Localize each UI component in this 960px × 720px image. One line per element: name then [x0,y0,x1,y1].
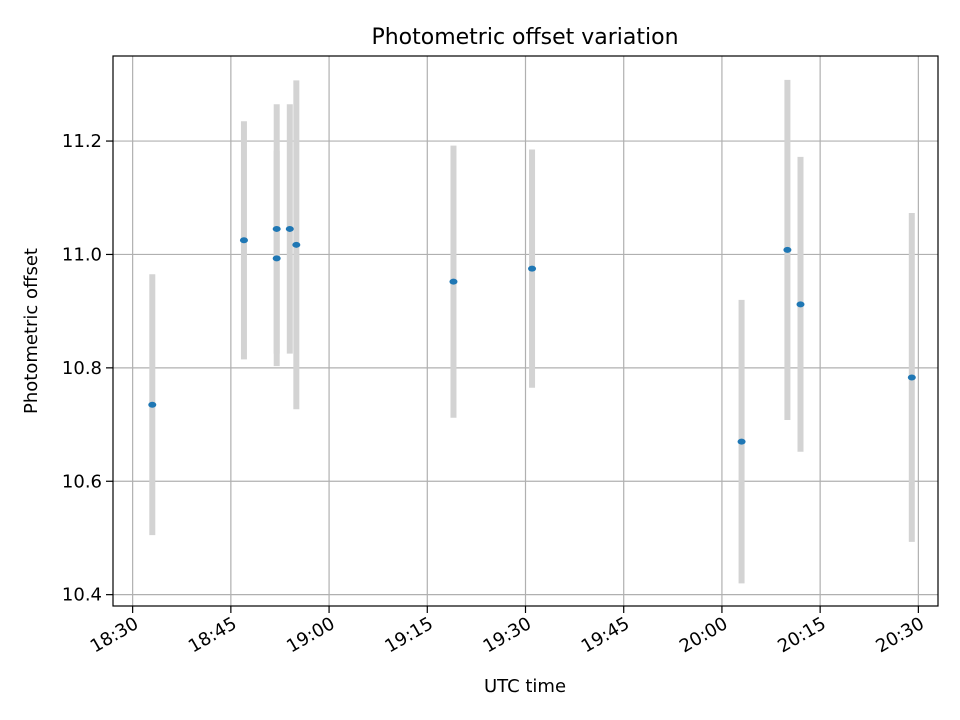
x-axis-label: UTC time [484,676,566,697]
y-tick-label: 11.0 [62,244,102,265]
data-point [737,438,746,445]
y-tick-label: 11.2 [62,131,102,152]
markers [148,225,916,445]
y-tick-label: 10.4 [62,585,102,606]
data-point [796,301,805,308]
data-point [285,225,294,232]
data-point [272,255,281,262]
y-tick-label: 10.6 [62,471,102,492]
data-point [148,401,157,408]
y-tick-label: 10.8 [62,358,102,379]
y-axis-label: Photometric offset [21,248,42,414]
data-point [239,237,248,244]
data-point [449,278,458,285]
chart-title: Photometric offset variation [371,25,678,50]
data-point [907,374,916,381]
data-point [272,225,281,232]
data-point [292,241,301,248]
data-point [528,265,537,272]
data-point [783,246,792,253]
y-axis-ticks: 10.4 10.6 10.8 11.0 11.2 [62,131,113,606]
